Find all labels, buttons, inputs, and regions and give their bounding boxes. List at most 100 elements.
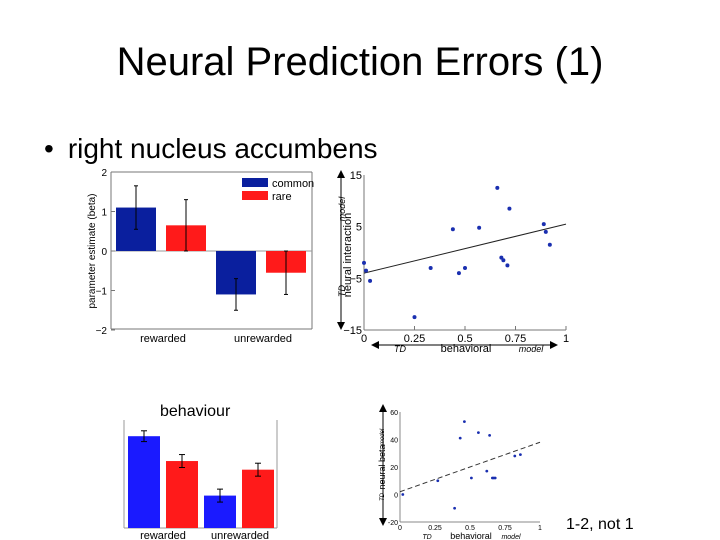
data-point xyxy=(450,227,455,232)
data-point xyxy=(362,260,366,265)
y-tick-label: 0 xyxy=(101,247,107,258)
bar-rare-unrewarded xyxy=(242,469,274,528)
x-tick-label: 1 xyxy=(563,333,569,345)
data-point xyxy=(477,431,480,435)
x-axis-label: behavioral xyxy=(441,343,492,355)
y-tick-label: −2 xyxy=(96,326,108,337)
y-arrow-head-top xyxy=(337,170,345,178)
legend-swatch-common xyxy=(242,178,268,187)
data-point xyxy=(477,225,482,230)
y-tick-labels: 60 40 20 0 -20 xyxy=(388,410,398,527)
x-axis-label-left: TD xyxy=(422,534,431,540)
x-tick-label: 0.75 xyxy=(505,333,526,345)
y-tick-labels: 2 1 0 −1 −2 xyxy=(96,168,115,337)
x-tick-label: 0.5 xyxy=(465,525,475,532)
data-point xyxy=(488,433,491,437)
x-tick-label: 0.5 xyxy=(457,333,472,345)
fit-line xyxy=(399,441,541,493)
bar-common-rewarded xyxy=(128,436,160,528)
fit-line xyxy=(363,223,567,274)
y-axis-label: neural interaction xyxy=(342,213,354,297)
footnote: 1-2, not 1 xyxy=(566,516,634,533)
y-tick-label: -20 xyxy=(388,520,398,527)
data-point xyxy=(507,206,512,211)
data-point xyxy=(541,222,546,227)
data-point xyxy=(505,263,510,268)
legend-label-common: common xyxy=(272,178,314,190)
data-point xyxy=(495,185,500,190)
category-labels: rewarded unrewarded xyxy=(140,530,269,540)
x-tick-label: 0.25 xyxy=(404,333,425,345)
data-point xyxy=(513,454,517,458)
x-arrow-head-right xyxy=(550,341,558,349)
data-point xyxy=(543,229,548,234)
data-point xyxy=(519,453,522,457)
y-tick-label: −15 xyxy=(343,325,362,337)
data-point xyxy=(485,469,489,473)
x-tick-label: 1 xyxy=(538,525,542,532)
category-label: unrewarded xyxy=(234,333,292,345)
y-tick-label: −5 xyxy=(349,273,362,285)
legend-label-rare: rare xyxy=(272,191,292,203)
legend: common rare xyxy=(242,178,314,203)
x-tick-label: 0 xyxy=(361,333,367,345)
y-tick-labels: 15 5 −5 −15 xyxy=(343,170,362,337)
data-point xyxy=(463,266,467,270)
y-axis-label-bottom: TD xyxy=(337,285,347,297)
data-point xyxy=(364,268,369,273)
x-arrow-head-left xyxy=(371,341,379,349)
bullet-item: • right nucleus accumbens xyxy=(44,133,378,165)
data-point xyxy=(458,436,462,440)
y-tick-label: 20 xyxy=(390,465,398,472)
y-axis-label: parameter estimate (beta) xyxy=(87,193,98,308)
data-point xyxy=(547,242,552,247)
category-label: rewarded xyxy=(140,333,186,345)
bar-chart-behaviour: rewarded unrewarded xyxy=(123,420,278,540)
bar-chart-neural: 2 1 0 −1 −2 rewarded unrewarded parameter est… xyxy=(87,168,314,345)
data-point xyxy=(456,271,461,276)
y-tick-label: 0 xyxy=(394,493,398,500)
y-arrow-head-bottom xyxy=(337,322,345,330)
y-arrow-head-top xyxy=(379,404,387,412)
scatter-neural: 0 0.25 0.5 0.75 1 15 5 −5 −15 behavioral TD mod… xyxy=(337,170,569,355)
legend-swatch-rare xyxy=(242,191,268,200)
bar-rare-rewarded xyxy=(166,461,198,528)
data-points xyxy=(401,420,522,510)
data-point xyxy=(501,258,506,263)
data-point xyxy=(453,506,456,510)
y-axis-label-top: model xyxy=(337,196,347,222)
bullet-dot: • xyxy=(44,133,54,164)
y-tick-label: 60 xyxy=(390,410,398,417)
y-tick-label: −1 xyxy=(96,287,108,298)
x-axis-label: behavioral xyxy=(450,531,492,540)
data-point xyxy=(368,278,373,283)
data-point xyxy=(412,315,417,320)
x-tick-label: 0 xyxy=(398,525,402,532)
data-point xyxy=(436,479,440,483)
category-labels: rewarded unrewarded xyxy=(140,333,292,345)
category-label: rewarded xyxy=(140,530,186,540)
data-point xyxy=(428,266,433,270)
y-tick-label: 5 xyxy=(356,222,362,234)
y-tick-label: 40 xyxy=(390,438,398,445)
x-tick-labels: 0 0.25 0.5 0.75 1 xyxy=(361,326,569,345)
y-arrow-head-bottom xyxy=(379,518,387,526)
data-points xyxy=(362,185,552,320)
x-tick-label: 0.25 xyxy=(428,525,442,532)
data-point xyxy=(401,493,405,496)
data-point xyxy=(463,420,466,424)
bullet-text: right nucleus accumbens xyxy=(67,133,378,164)
data-point xyxy=(493,476,497,480)
x-tick-label: 0.75 xyxy=(498,525,512,532)
x-axis-label-right: model xyxy=(519,344,545,354)
behaviour-label: behaviour xyxy=(160,403,231,420)
y-tick-label: 15 xyxy=(350,170,362,182)
y-axis-label: neural beta xyxy=(377,444,387,489)
slide-title: Neural Prediction Errors (1) xyxy=(116,40,604,84)
x-axis-label-right: model xyxy=(501,534,521,540)
x-axis-label-left: TD xyxy=(394,344,406,354)
bars xyxy=(116,185,306,311)
y-tick-label: 1 xyxy=(101,208,107,219)
